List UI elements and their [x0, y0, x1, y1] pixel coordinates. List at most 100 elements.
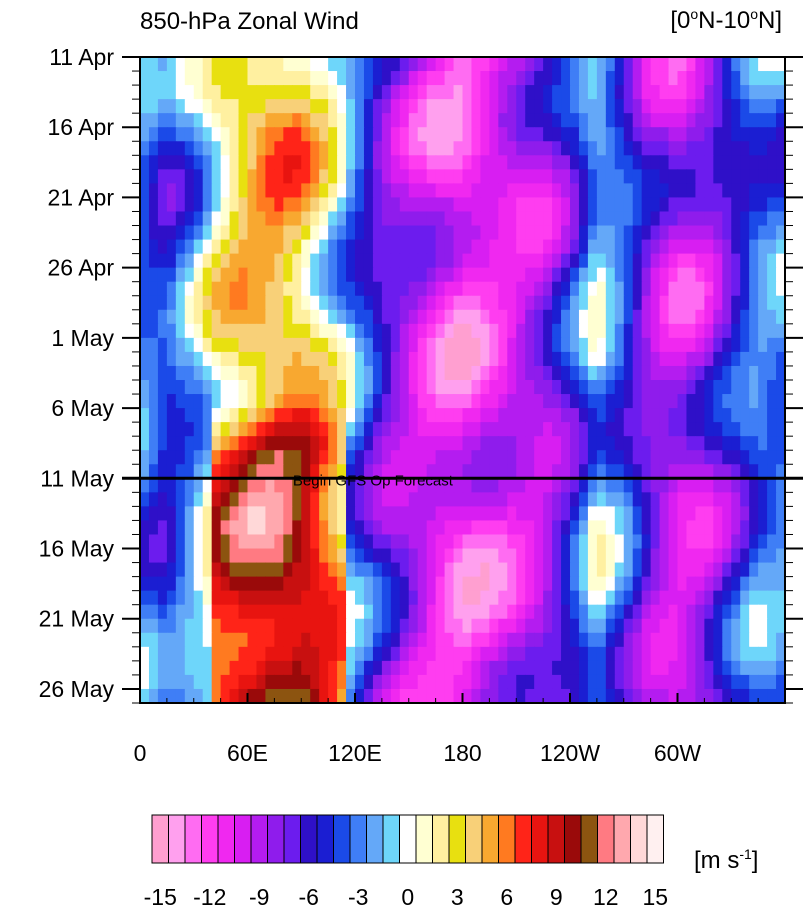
field-cell	[301, 436, 311, 451]
field-cell	[596, 576, 607, 592]
field-cell	[166, 365, 177, 381]
field-cell	[337, 99, 347, 114]
y-tick-label: 16 May	[39, 536, 115, 562]
field-cell	[722, 618, 732, 634]
field-cell	[713, 618, 723, 634]
field-cell	[776, 113, 785, 128]
field-cell	[695, 436, 705, 451]
field-cell	[399, 674, 410, 690]
field-cell	[704, 450, 714, 465]
field-cell	[453, 239, 464, 255]
field-cell	[148, 57, 159, 72]
field-cell	[677, 57, 688, 72]
field-cell	[175, 337, 186, 353]
field-cell	[399, 436, 410, 451]
field-cell	[435, 295, 446, 311]
field-cell	[319, 267, 329, 283]
field-cell	[426, 520, 437, 536]
field-cell	[641, 632, 652, 648]
field-cell	[480, 548, 490, 564]
field-cell	[220, 534, 231, 550]
field-cell	[274, 604, 284, 620]
field-cell	[301, 506, 311, 522]
field-cell	[462, 351, 473, 367]
field-cell	[247, 562, 258, 578]
field-cell	[157, 380, 168, 395]
field-cell	[390, 618, 401, 634]
field-cell	[346, 478, 356, 493]
field-cell	[337, 464, 347, 479]
field-cell	[292, 394, 302, 409]
field-cell	[220, 281, 231, 297]
field-cell	[453, 141, 464, 156]
field-cell	[435, 618, 446, 634]
field-cell	[677, 618, 688, 634]
field-cell	[175, 520, 186, 536]
field-cell	[435, 141, 446, 156]
field-cell	[310, 197, 320, 213]
field-cell	[435, 253, 446, 269]
field-cell	[507, 450, 517, 465]
field-cell	[211, 646, 222, 662]
field-cell	[229, 408, 240, 423]
field-cell	[426, 450, 437, 465]
field-cell	[175, 169, 186, 184]
field-cell	[605, 211, 616, 227]
field-cell	[184, 155, 195, 170]
field-cell	[417, 127, 428, 142]
field-cell	[184, 422, 195, 437]
field-cell	[175, 57, 186, 72]
field-cell	[614, 337, 625, 353]
field-cell	[641, 85, 652, 100]
field-cell	[731, 169, 741, 184]
field-cell	[140, 408, 150, 423]
field-cell	[238, 253, 249, 269]
field-cell	[193, 562, 204, 578]
field-cell	[525, 548, 535, 564]
field-cell	[614, 576, 625, 592]
field-cell	[408, 674, 419, 690]
field-cell	[605, 478, 616, 493]
field-cell	[722, 71, 732, 86]
field-cell	[390, 225, 401, 241]
field-cell	[776, 197, 785, 213]
field-cell	[193, 351, 204, 367]
field-cell	[372, 197, 383, 213]
field-cell	[534, 99, 544, 114]
field-cell	[301, 478, 311, 493]
field-cell	[283, 604, 293, 620]
field-cell	[229, 197, 240, 213]
field-cell	[184, 478, 195, 493]
field-cell	[310, 365, 320, 381]
field-cell	[247, 618, 258, 634]
field-cell	[220, 267, 231, 283]
field-cell	[328, 85, 338, 100]
field-cell	[328, 253, 338, 269]
field-cell	[175, 394, 186, 409]
field-cell	[543, 548, 553, 564]
field-cell	[668, 113, 679, 128]
field-cell	[444, 590, 455, 606]
field-cell	[749, 506, 759, 522]
field-cell	[193, 323, 204, 339]
field-cell	[668, 548, 679, 564]
field-cell	[417, 408, 428, 423]
field-cell	[570, 618, 580, 634]
field-cell	[498, 113, 508, 128]
x-tick-label: 60W	[654, 740, 702, 766]
field-cell	[444, 99, 455, 114]
field-cell	[570, 267, 580, 283]
field-cell	[399, 197, 410, 213]
field-cell	[659, 576, 670, 592]
field-cell	[632, 422, 643, 437]
field-cell	[471, 225, 482, 241]
field-cell	[462, 576, 473, 592]
field-cell	[363, 450, 374, 465]
colorbar-box	[217, 814, 235, 864]
field-cell	[310, 408, 320, 423]
field-cell	[256, 464, 267, 479]
field-cell	[265, 253, 275, 269]
field-cell	[498, 155, 508, 170]
field-cell	[220, 506, 231, 522]
field-cell	[346, 674, 356, 690]
